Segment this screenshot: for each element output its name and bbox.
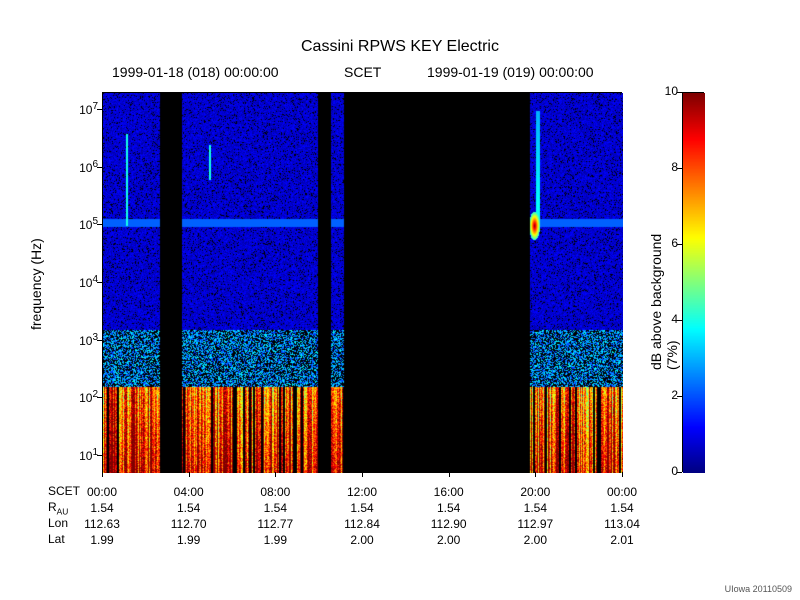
y-tick-label: 105 (58, 216, 98, 232)
y-tick (97, 397, 102, 398)
x-table-cell: 112.70 (157, 516, 221, 532)
colorbar-tick (677, 92, 682, 93)
x-table-cell: 112.97 (503, 516, 567, 532)
x-table-cell: 113.04 (590, 516, 654, 532)
x-tick (449, 472, 450, 477)
x-table-cell: 00:00 (70, 484, 134, 500)
x-tick (362, 472, 363, 477)
x-table-cell: 1.99 (243, 532, 307, 548)
y-tick-label: 104 (58, 274, 98, 290)
spectrogram-canvas (103, 93, 623, 473)
colorbar-canvas (683, 93, 705, 473)
y-tick-label: 101 (58, 447, 98, 463)
x-table-cell: 2.01 (590, 532, 654, 548)
x-table-cell: 1.54 (157, 500, 221, 516)
x-table-cell: 20:00 (503, 484, 567, 500)
y-tick-label: 106 (58, 159, 98, 175)
y-tick (97, 109, 102, 110)
x-table-cell: 2.00 (503, 532, 567, 548)
colorbar-label: dB above background (7%) (648, 218, 680, 370)
x-table-cell: 112.84 (330, 516, 394, 532)
y-tick (97, 167, 102, 168)
x-tick (189, 472, 190, 477)
y-tick (97, 282, 102, 283)
colorbar-tick (677, 472, 682, 473)
x-table-cell: 1.54 (330, 500, 394, 516)
spectrogram-plot (102, 92, 622, 472)
x-table-cell: 08:00 (243, 484, 307, 500)
colorbar (682, 92, 704, 472)
x-table-cell: 2.00 (330, 532, 394, 548)
x-table-cell: 1.99 (157, 532, 221, 548)
x-tick (535, 472, 536, 477)
y-tick-label: 107 (58, 101, 98, 117)
plot-title: Cassini RPWS KEY Electric (0, 38, 800, 56)
subtitle-left: 1999-01-18 (018) 00:00:00 (112, 64, 279, 80)
x-tick (275, 472, 276, 477)
colorbar-tick-label: 0 (656, 464, 678, 478)
x-table-cell: 112.90 (417, 516, 481, 532)
x-table-cell: 16:00 (417, 484, 481, 500)
x-table-cell: 1.54 (70, 500, 134, 516)
colorbar-tick-label: 2 (656, 388, 678, 402)
colorbar-tick-label: 8 (656, 160, 678, 174)
x-table-row-label: RAU (48, 500, 68, 516)
x-table-cell: 112.77 (243, 516, 307, 532)
x-table-row-label: Lon (48, 516, 68, 530)
y-tick-label: 102 (58, 389, 98, 405)
x-tick (102, 472, 103, 477)
y-tick-label: 103 (58, 332, 98, 348)
colorbar-tick (677, 168, 682, 169)
x-table-cell: 2.00 (417, 532, 481, 548)
x-table-cell: 1.54 (503, 500, 567, 516)
x-table-cell: 12:00 (330, 484, 394, 500)
x-table-cell: 1.54 (417, 500, 481, 516)
x-table-cell: 00:00 (590, 484, 654, 500)
colorbar-tick-label: 10 (656, 84, 678, 98)
x-tick (622, 472, 623, 477)
colorbar-tick (677, 396, 682, 397)
subtitle-center: SCET (344, 64, 381, 80)
subtitle-right: 1999-01-19 (019) 00:00:00 (427, 64, 594, 80)
footer-credit: UIowa 20110509 (725, 584, 792, 594)
x-table-cell: 112.63 (70, 516, 134, 532)
x-table-cell: 1.99 (70, 532, 134, 548)
y-tick (97, 224, 102, 225)
x-table-row-label: Lat (48, 532, 65, 546)
x-table-cell: 1.54 (590, 500, 654, 516)
y-axis-label: frequency (Hz) (28, 238, 44, 330)
x-table-cell: 1.54 (243, 500, 307, 516)
y-tick (97, 455, 102, 456)
x-table-cell: 04:00 (157, 484, 221, 500)
y-tick (97, 340, 102, 341)
